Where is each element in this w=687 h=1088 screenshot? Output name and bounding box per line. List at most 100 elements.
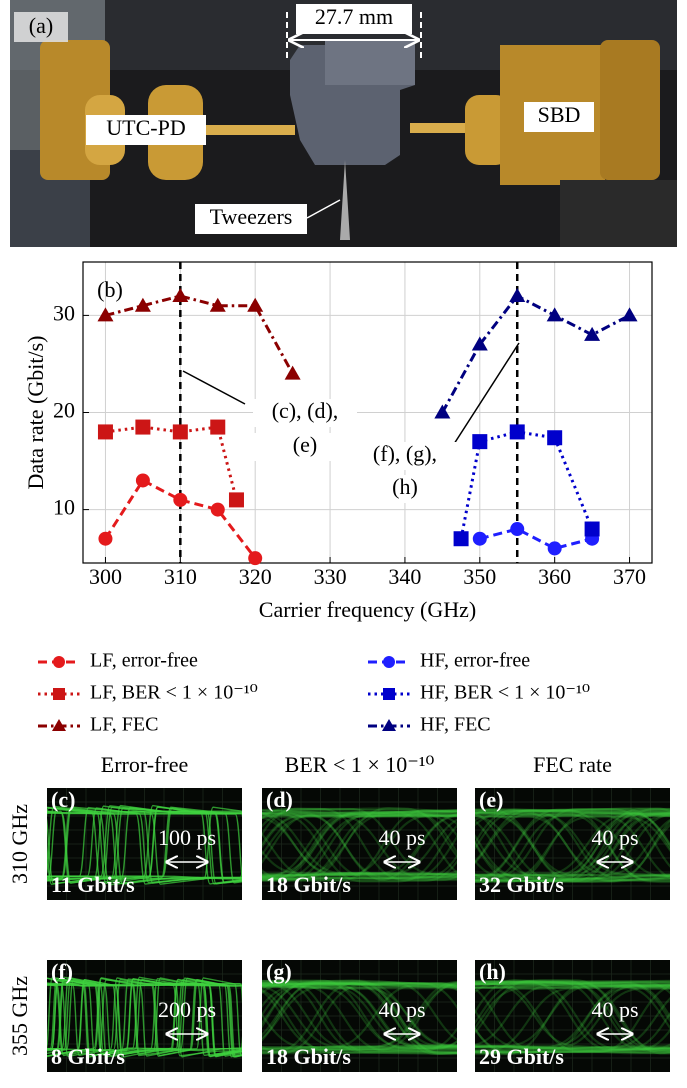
eye-trace xyxy=(262,981,457,986)
eye-trace xyxy=(262,876,457,881)
dimension-label: 27.7 mm xyxy=(315,4,393,29)
eye-trace xyxy=(262,809,457,818)
leader-line xyxy=(453,342,520,445)
point xyxy=(135,419,151,435)
panel-letter: (f) xyxy=(51,959,73,984)
x-tick-label: 370 xyxy=(613,564,646,589)
eye-trace xyxy=(47,805,242,885)
x-tick-label: 360 xyxy=(538,564,571,589)
point xyxy=(247,297,264,312)
eye-trace xyxy=(475,813,670,878)
series-line xyxy=(105,425,238,501)
x-tick-label: 320 xyxy=(239,564,272,589)
eye-trace xyxy=(47,977,242,1058)
eye-trace xyxy=(475,812,670,883)
point xyxy=(510,522,525,537)
eye-trace xyxy=(475,980,670,1051)
point xyxy=(546,307,563,322)
point xyxy=(173,492,188,507)
point xyxy=(172,424,188,440)
eye-trace xyxy=(262,1044,457,1049)
eye-trace xyxy=(475,981,670,987)
eye-trace xyxy=(475,981,670,995)
eye-trace xyxy=(475,814,670,877)
photo-panel-label: (a) xyxy=(29,13,53,38)
point xyxy=(172,287,189,302)
eye-trace xyxy=(47,977,242,1056)
photo-label: SBD xyxy=(538,102,581,127)
eye-trace xyxy=(475,984,670,1053)
row-label: 310 GHz xyxy=(7,804,32,884)
x-tick-label: 340 xyxy=(388,564,421,589)
legend-marker xyxy=(53,656,65,668)
column-title: BER < 1 × 10⁻¹⁰ xyxy=(285,752,435,777)
point xyxy=(471,336,488,351)
point xyxy=(584,521,600,537)
legend-label: HF, BER < 1 × 10⁻¹⁰ xyxy=(420,682,590,704)
eye-trace xyxy=(47,806,242,884)
eye-trace xyxy=(262,984,457,1048)
eye-trace xyxy=(262,814,457,880)
eye-trace xyxy=(262,982,457,1051)
eye-trace xyxy=(475,1046,670,1053)
eye-trace xyxy=(47,810,242,884)
eye-trace xyxy=(262,812,457,877)
eye-trace xyxy=(475,980,670,985)
eye-trace xyxy=(262,981,457,1052)
eye-trace xyxy=(262,811,457,880)
annotation-bg xyxy=(353,475,457,503)
eye-trace xyxy=(262,814,457,820)
eye-trace xyxy=(262,984,457,1047)
eye-trace xyxy=(475,1026,670,1055)
eye-trace xyxy=(262,981,457,1029)
eye-trace xyxy=(47,807,242,884)
eye-trace xyxy=(47,806,242,885)
y-axis-label: Data rate (Gbit/s) xyxy=(23,336,48,490)
eye-trace xyxy=(262,812,457,883)
eye-trace xyxy=(262,990,457,1054)
x-tick-label: 310 xyxy=(164,564,197,589)
eye-trace xyxy=(475,984,670,1048)
eye-trace xyxy=(475,811,670,883)
eye-trace xyxy=(262,982,457,1056)
row-label: 355 GHz xyxy=(7,976,32,1056)
point xyxy=(210,419,226,435)
eye-trace xyxy=(475,979,670,1051)
eye-trace xyxy=(262,982,457,1010)
eye-trace xyxy=(262,979,457,1055)
legend-label: LF, FEC xyxy=(90,714,158,736)
eye-trace xyxy=(475,809,670,851)
eye-trace xyxy=(475,808,670,879)
eye-trace xyxy=(47,977,242,1058)
eye-trace xyxy=(475,808,670,817)
eye-trace xyxy=(475,818,670,877)
period-label: 40 ps xyxy=(378,825,425,850)
eye-trace xyxy=(262,873,457,879)
eye-trace xyxy=(475,982,670,1053)
eye-trace xyxy=(475,979,670,986)
panel-letter: (d) xyxy=(266,787,293,812)
period-label: 40 ps xyxy=(591,997,638,1022)
eye-trace xyxy=(475,808,670,880)
eye-trace xyxy=(47,977,242,1058)
rate-label: 18 Gbit/s xyxy=(266,872,351,897)
point xyxy=(547,430,563,446)
eye-trace xyxy=(475,807,670,877)
eye-trace xyxy=(262,980,457,1054)
eye-trace xyxy=(475,812,670,883)
eye-trace xyxy=(262,832,457,882)
point xyxy=(472,434,488,450)
eye-trace xyxy=(47,976,242,1057)
eye-trace xyxy=(47,807,242,884)
point xyxy=(98,531,113,546)
eye-trace xyxy=(262,981,457,1048)
panel-letter: (c) xyxy=(51,787,75,812)
annotation-bg xyxy=(253,399,357,427)
series-line xyxy=(441,294,631,414)
legend: LF, error-free LF, BER < 1 × 10⁻¹⁰ LF, FEC… xyxy=(38,650,590,736)
eye-trace xyxy=(475,815,670,882)
eye-trace xyxy=(475,1050,670,1054)
point xyxy=(472,531,487,546)
eye-trace xyxy=(262,814,457,879)
